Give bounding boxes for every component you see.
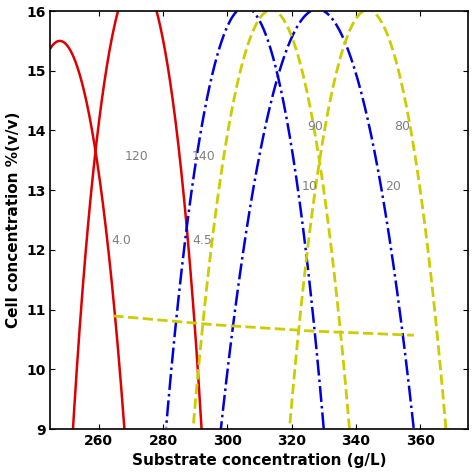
X-axis label: Substrate concentration (g/L): Substrate concentration (g/L) [132,454,387,468]
Y-axis label: Cell concentration %(v/v): Cell concentration %(v/v) [6,112,20,328]
Text: 4.5: 4.5 [192,234,212,247]
Text: 4.0: 4.0 [111,234,131,247]
Text: 140: 140 [192,150,216,164]
Text: 90: 90 [308,120,324,134]
Text: 120: 120 [124,150,148,164]
Text: 10: 10 [301,180,317,193]
Text: 80: 80 [394,120,410,134]
Text: 20: 20 [385,180,401,193]
